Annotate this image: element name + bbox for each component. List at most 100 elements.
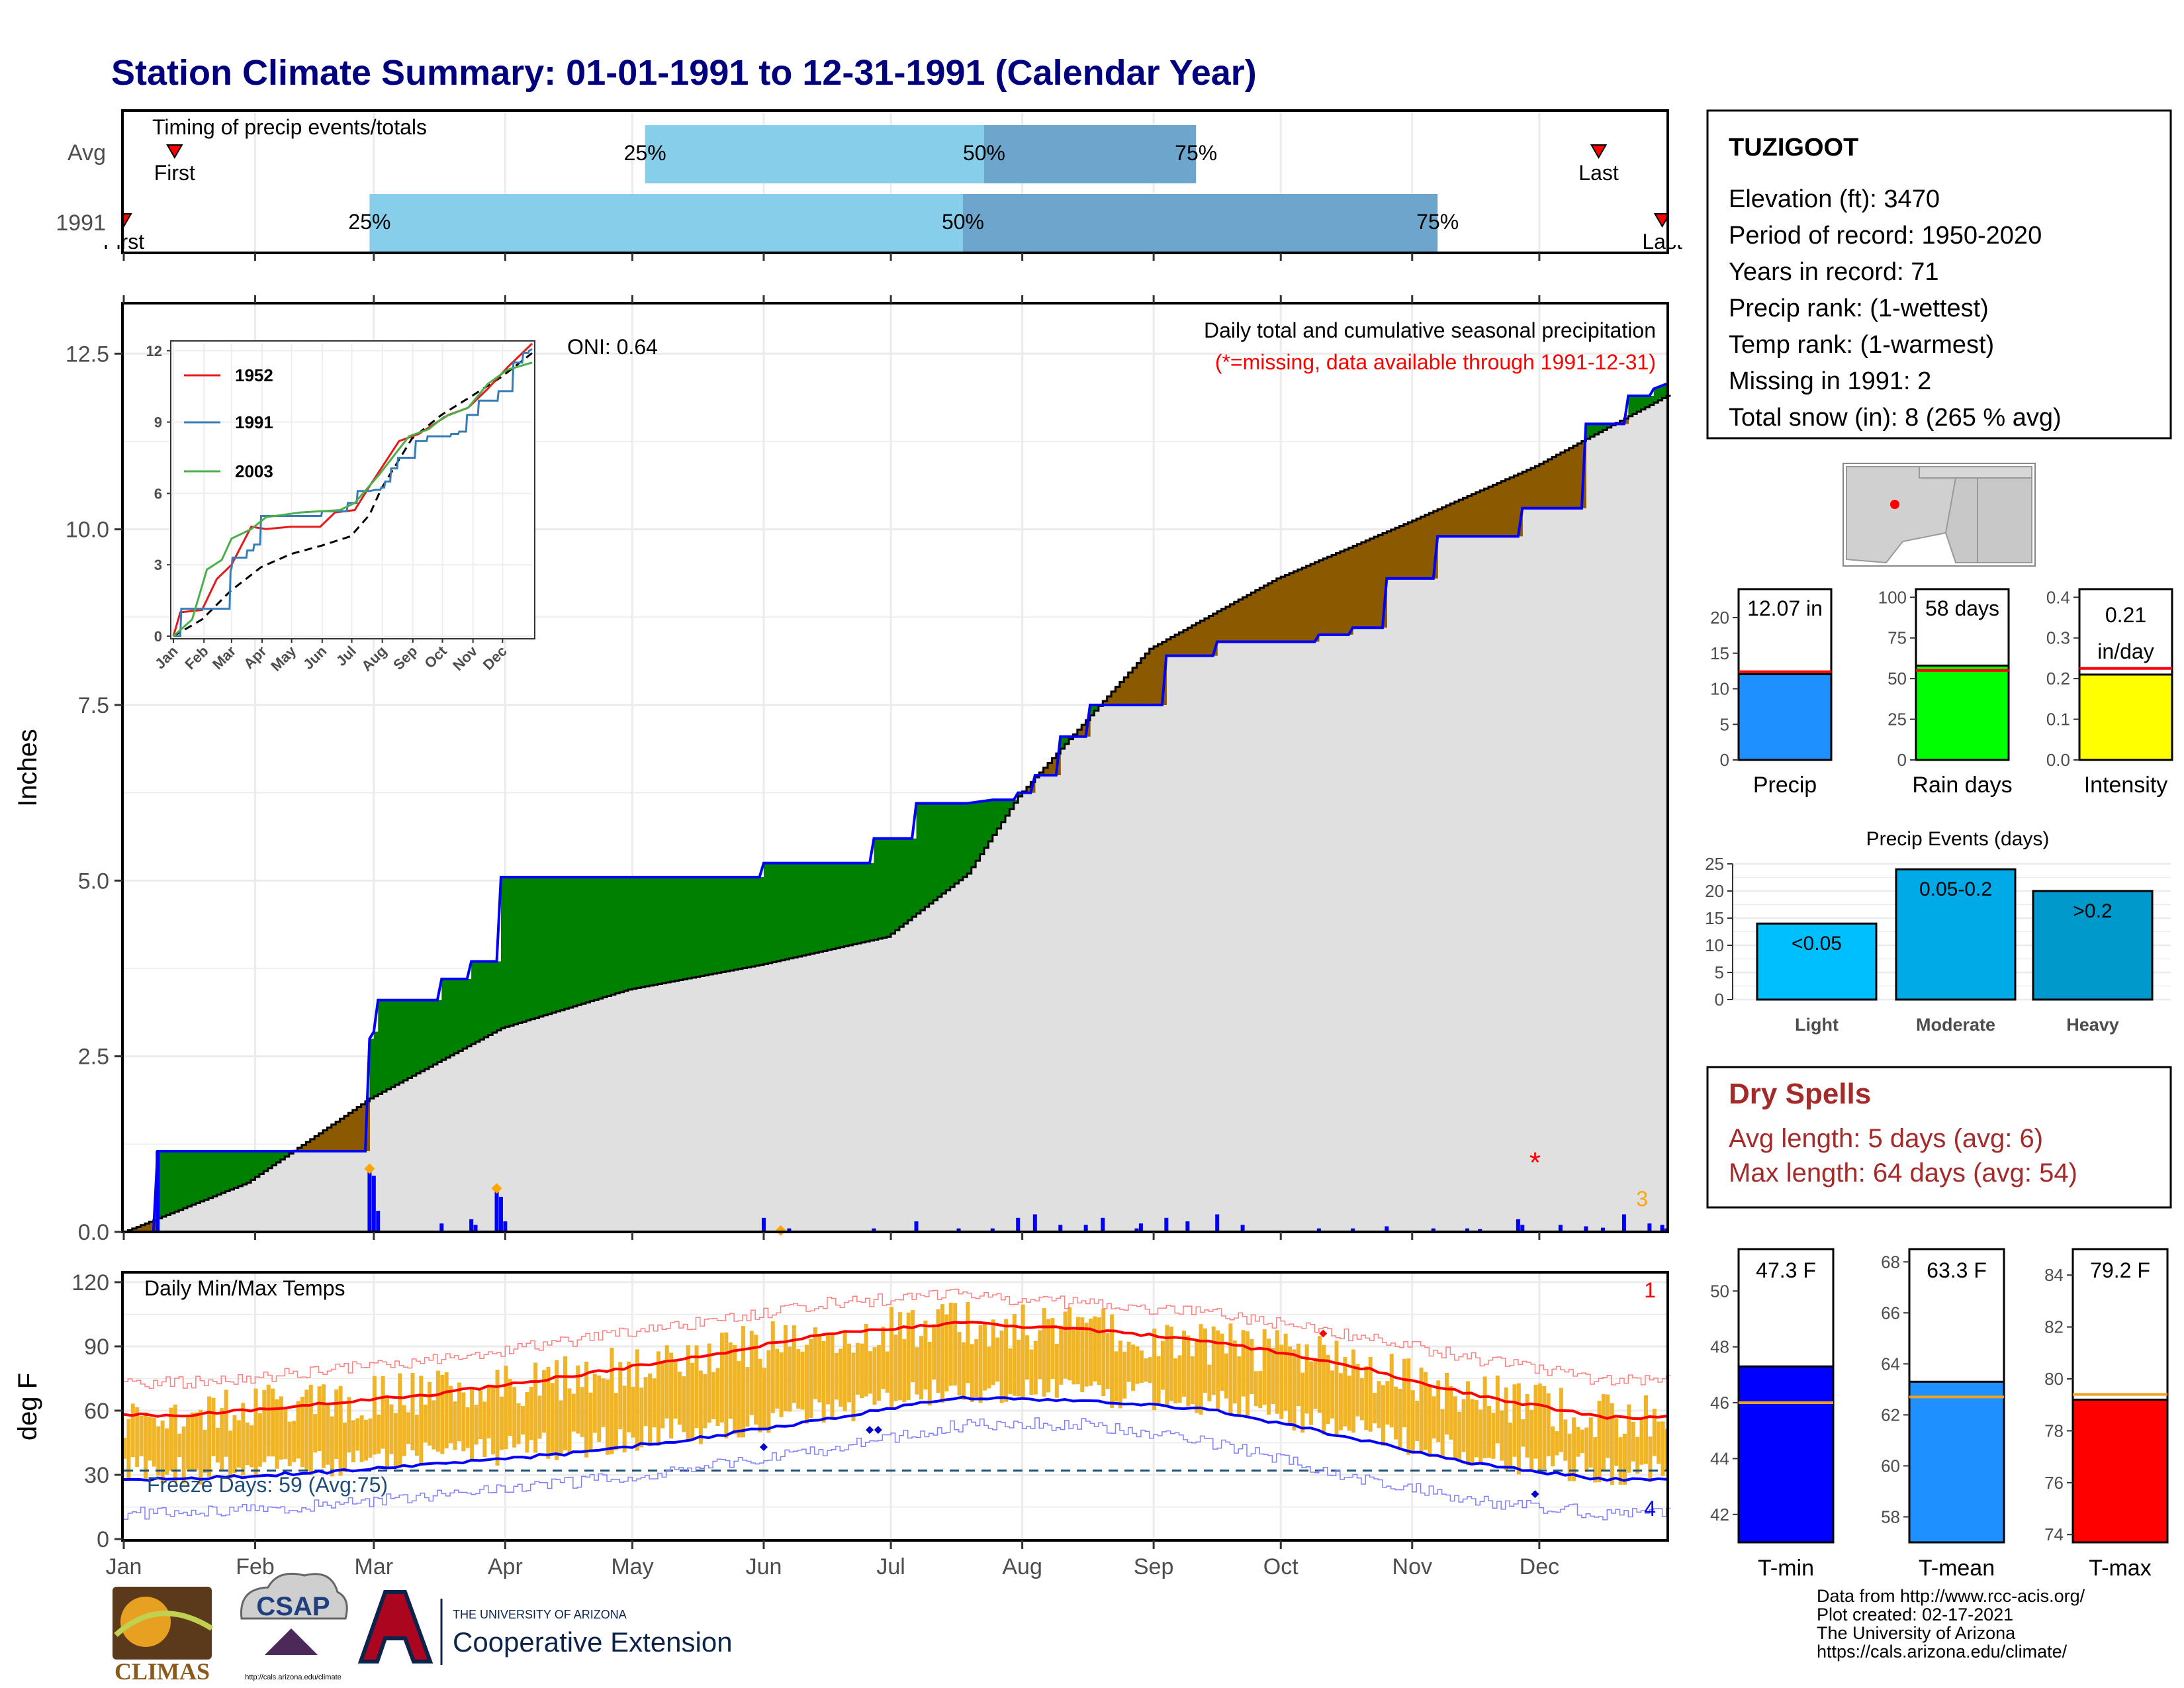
below-normal-fill <box>1514 475 1519 537</box>
temp-bar-group: 63.3 F T-mean 58 60 62 64 66 68 <box>1881 1248 2005 1581</box>
daily-temp-range-bar <box>224 1389 228 1457</box>
below-normal-fill <box>1488 487 1494 537</box>
above-normal-fill <box>785 863 790 960</box>
daily-temp-range-bar <box>919 1336 923 1400</box>
events-bar-label: >0.2 <box>2073 900 2112 922</box>
timing-p75-label: 75% <box>1416 210 1459 234</box>
daily-temp-range-bar <box>1351 1349 1356 1433</box>
above-normal-fill <box>780 863 786 961</box>
timing-p50-label: 50% <box>942 210 984 234</box>
above-normal-fill <box>204 1150 209 1200</box>
above-normal-fill <box>408 1000 413 1078</box>
below-normal-fill <box>1226 606 1231 642</box>
below-normal-fill <box>1539 463 1544 508</box>
precip-ytick-label: 10.0 <box>66 518 109 543</box>
daily-temp-range-bar <box>1317 1336 1322 1413</box>
daily-temp-range-bar <box>664 1345 669 1419</box>
daily-temp-range-bar <box>800 1351 805 1410</box>
daily-temp-range-bar <box>1122 1351 1127 1399</box>
above-normal-fill <box>713 877 718 974</box>
daily-temp-range-bar <box>580 1387 584 1437</box>
below-normal-fill <box>314 1136 320 1151</box>
precip-events-plot: <0.05 Light 0.05-0.2 Moderate >0.2 Heavy 0 5 10 1… <box>1705 854 2171 1035</box>
above-normal-fill <box>251 1150 256 1180</box>
record-min-line <box>124 1417 1671 1521</box>
temp-ylabel: deg F <box>13 1373 42 1440</box>
above-normal-fill <box>1645 395 1650 408</box>
daily-temp-range-bar <box>576 1365 580 1434</box>
above-normal-fill <box>594 877 599 1000</box>
above-normal-fill <box>509 877 514 1026</box>
below-normal-fill <box>1310 564 1316 642</box>
summary-bar-value-label: in/day <box>2097 639 2154 663</box>
above-normal-fill <box>1658 387 1663 400</box>
summary-bar-group: 0.21 in/day Intensity 0.0 0.1 0.2 0.3 0.4 <box>2046 587 2173 798</box>
below-normal-fill <box>1437 509 1443 537</box>
below-normal-fill <box>1293 571 1298 642</box>
daily-temp-range-bar <box>520 1405 525 1435</box>
below-normal-fill <box>1297 569 1302 642</box>
daily-temp-range-bar <box>1648 1436 1653 1483</box>
summary-bar-value-label: 0.21 <box>2105 603 2146 627</box>
above-normal-fill <box>161 1150 167 1217</box>
daily-temp-range-bar <box>313 1414 318 1453</box>
daily-temp-range-bar <box>1118 1340 1122 1409</box>
daily-temp-range-bar <box>1224 1353 1228 1399</box>
daily-temp-range-bar <box>1355 1364 1360 1417</box>
below-normal-fill <box>331 1124 336 1151</box>
daily-temp-range-bar <box>304 1389 309 1471</box>
timing-first-label: First <box>154 161 195 185</box>
daily-temp-range-bar <box>745 1367 750 1427</box>
record-high-marker <box>1319 1329 1328 1338</box>
station-period: Period of record: 1950-2020 <box>1729 222 2042 250</box>
above-normal-fill <box>522 877 527 1022</box>
temp-ytick-label: 90 <box>84 1335 109 1360</box>
summary-bar-ytick-label: 15 <box>1710 643 1729 663</box>
daily-temp-range-bar <box>1004 1319 1008 1402</box>
below-normal-fill <box>1463 498 1468 537</box>
above-normal-fill <box>454 978 459 1053</box>
above-normal-fill <box>827 863 833 951</box>
normal-cumulative-line <box>124 395 1671 1233</box>
daily-temp-range-bar <box>1500 1410 1504 1461</box>
summary-bar-ytick-label: 0 <box>1720 750 1729 770</box>
daily-precip-bar <box>872 1228 876 1232</box>
daily-precip-bar <box>914 1221 919 1232</box>
daily-temp-range-bar <box>1313 1358 1318 1409</box>
daily-temp-range-bar <box>1250 1338 1254 1395</box>
above-normal-fill <box>458 978 463 1051</box>
daily-temp-range-bar <box>1398 1388 1402 1448</box>
above-normal-fill <box>929 803 934 904</box>
above-normal-fill <box>394 1000 400 1085</box>
temp-bar-value-label: 63.3 F <box>1927 1258 1987 1282</box>
timing-bar-q2-q3 <box>962 194 1438 252</box>
daily-temp-range-bar <box>1169 1327 1173 1401</box>
state-arizona-shape <box>1944 477 2032 563</box>
daily-temp-range-bar <box>737 1361 741 1438</box>
below-normal-fill <box>1107 696 1112 705</box>
below-normal-fill <box>1522 471 1527 508</box>
below-normal-fill <box>1154 646 1159 705</box>
daily-temp-range-bar <box>1080 1317 1085 1393</box>
daily-temp-range-bar <box>614 1393 618 1450</box>
normal-min-line <box>123 1395 1667 1482</box>
temp-corner-top: 1 <box>1644 1278 1656 1302</box>
daily-temp-range-bar <box>999 1331 1004 1403</box>
above-normal-fill <box>747 877 752 968</box>
below-normal-fill <box>1170 637 1175 656</box>
daily-temp-range-bar <box>461 1392 466 1452</box>
daily-temp-range-bar <box>546 1366 551 1459</box>
record-low-marker <box>1531 1490 1539 1499</box>
month-label: Oct <box>1263 1554 1298 1579</box>
daily-temp-range-bar <box>1584 1427 1589 1472</box>
daily-temp-range-bar <box>1461 1399 1466 1452</box>
daily-precip-bar <box>156 1150 160 1232</box>
daily-temp-range-bar <box>236 1420 241 1468</box>
above-normal-fill <box>954 803 960 884</box>
below-normal-fill <box>327 1127 332 1151</box>
above-normal-fill <box>450 978 455 1056</box>
above-normal-fill <box>704 877 709 976</box>
below-normal-fill <box>1175 634 1180 656</box>
below-normal-fill <box>1340 551 1345 635</box>
